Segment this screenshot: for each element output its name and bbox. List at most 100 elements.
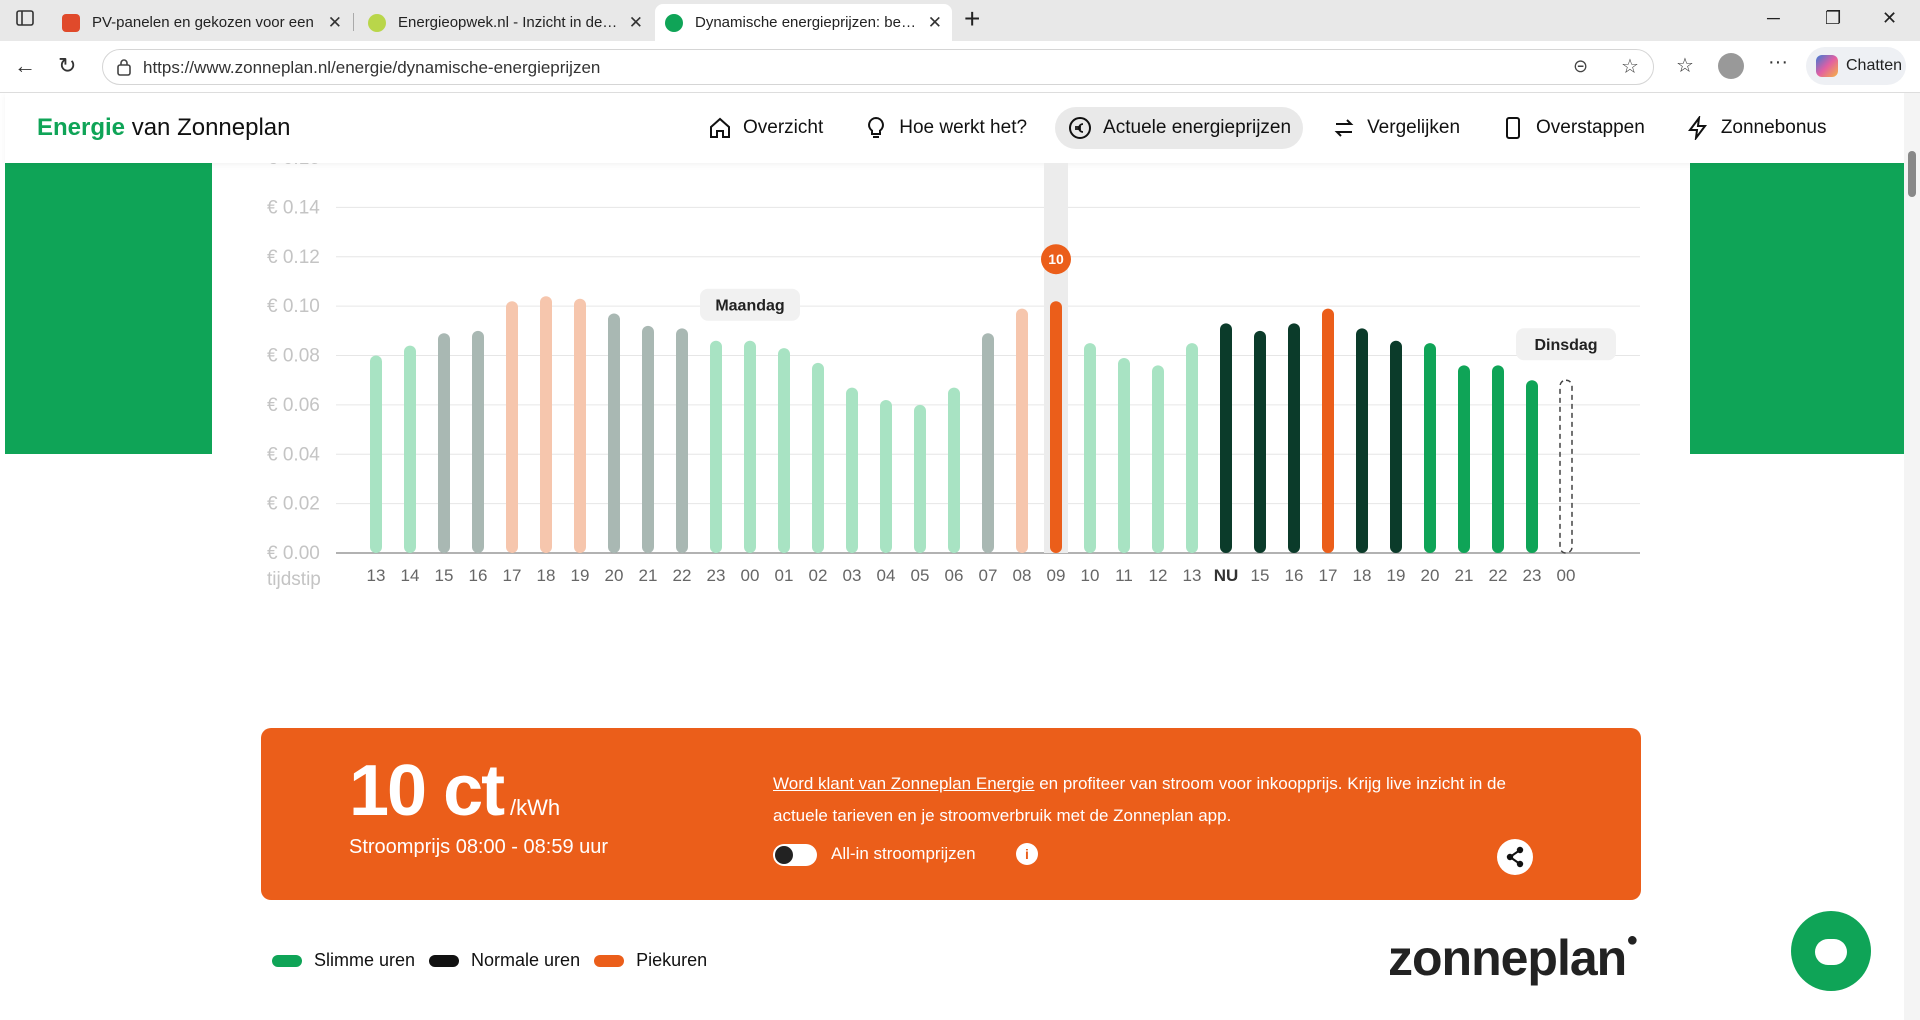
chart-bar[interactable] (1050, 301, 1062, 553)
favorite-star-icon[interactable]: ☆ (1621, 56, 1639, 78)
x-tick-label: 10 (1081, 566, 1100, 585)
chart-bar[interactable] (574, 298, 586, 553)
x-tick-label: 05 (911, 566, 930, 585)
back-icon[interactable]: ← (14, 53, 36, 78)
minimize-icon[interactable]: ─ (1767, 8, 1780, 28)
chart-bar[interactable] (812, 362, 824, 553)
x-tick-label: 15 (1251, 566, 1270, 585)
tab-pv-panelen[interactable]: PV-panelen en gekozen voor een ✕ (52, 4, 352, 41)
toggle-knob (775, 846, 793, 864)
chart-bar[interactable] (982, 333, 994, 553)
chart-bar[interactable] (710, 340, 722, 553)
chart-bar[interactable] (1322, 308, 1334, 553)
close-tab-icon[interactable]: ✕ (628, 12, 643, 32)
close-tab-icon[interactable]: ✕ (927, 12, 942, 32)
chart-bar[interactable] (540, 296, 552, 553)
chart-bar[interactable] (676, 328, 688, 553)
chart-bar[interactable] (1458, 365, 1470, 553)
euro-icon (1067, 115, 1093, 141)
reload-icon[interactable]: ↻ (58, 53, 77, 78)
lightbulb-icon (863, 115, 889, 141)
x-tick-label: 23 (707, 566, 726, 585)
chart-bar[interactable] (472, 330, 484, 553)
x-tick-label: 20 (1421, 566, 1440, 585)
favorites-icon[interactable]: ☆ (1676, 55, 1694, 77)
chart-bar[interactable] (506, 301, 518, 553)
day-label: Maandag (715, 298, 784, 315)
x-tick-label: 14 (401, 566, 420, 585)
chart-bar[interactable] (1220, 323, 1232, 553)
chart-bar[interactable] (1288, 323, 1300, 553)
home-icon (707, 115, 733, 141)
chart-bar[interactable] (1526, 380, 1538, 553)
chart-bar[interactable] (370, 355, 382, 554)
chart-bar[interactable] (744, 340, 756, 553)
y-tick-label: € 0.16 (267, 163, 320, 169)
chart-bar[interactable] (1016, 308, 1028, 553)
x-tick-label: 16 (1285, 566, 1304, 585)
tab-energieopwek[interactable]: Energieopwek.nl - Inzicht in de ac ✕ (358, 4, 653, 41)
brand-logo[interactable]: Energie van Zonneplan (37, 114, 291, 141)
nav-hoe-werkt-het[interactable]: Hoe werkt het? (851, 107, 1039, 149)
chart-bar-future[interactable] (1559, 379, 1573, 554)
share-button[interactable] (1497, 839, 1533, 875)
bolt-icon (1685, 115, 1711, 141)
nav-zonnebonus[interactable]: Zonnebonus (1673, 107, 1839, 149)
nav-actuele-energieprijzen[interactable]: Actuele energieprijzen (1055, 107, 1304, 149)
scrollbar-thumb[interactable] (1908, 151, 1916, 197)
chart-bar[interactable] (948, 387, 960, 553)
window-close-icon[interactable]: ✕ (1882, 8, 1898, 28)
tab-dynamische-energieprijzen[interactable]: Dynamische energieprijzen: bewe ✕ (655, 4, 952, 41)
legend-swatch (272, 954, 302, 967)
chart-bar[interactable] (1492, 365, 1504, 553)
chart-bar[interactable] (778, 348, 790, 553)
chart-bar[interactable] (404, 345, 416, 553)
nav-overzicht[interactable]: Overzicht (695, 107, 835, 149)
close-tab-icon[interactable]: ✕ (327, 12, 342, 32)
new-tab-button[interactable]: + (964, 3, 981, 34)
profile-avatar[interactable] (1718, 53, 1744, 79)
x-tick-label: 22 (1489, 566, 1508, 585)
main-nav: Overzicht Hoe werkt het? Actuele energie… (695, 107, 1854, 149)
chart-bar[interactable] (642, 325, 654, 553)
page-scrollbar[interactable] (1904, 93, 1920, 1020)
tab-title: Dynamische energieprijzen: bewe (695, 14, 918, 31)
become-customer-link[interactable]: Word klant van Zonneplan Energie (773, 774, 1035, 793)
x-tick-label: 06 (945, 566, 964, 585)
settings-more-icon[interactable]: ··· (1768, 51, 1788, 73)
promo-text: Word klant van Zonneplan Energie en prof… (773, 774, 1506, 825)
chart-bar[interactable] (1084, 343, 1096, 553)
nav-overstappen[interactable]: Overstappen (1488, 107, 1657, 149)
address-bar[interactable]: https://www.zonneplan.nl/energie/dynamis… (102, 49, 1654, 85)
chart-bar[interactable] (1118, 357, 1130, 553)
x-tick-label: 21 (1455, 566, 1474, 585)
chart-bar[interactable] (438, 333, 450, 553)
chart-bar[interactable] (880, 399, 892, 553)
more-page-icon[interactable]: ⊝ (1573, 56, 1589, 76)
chat-widget-button[interactable] (1791, 911, 1871, 991)
energy-price-chart: € 0.00 € 0.02 € 0.04 € 0.06 € 0.08 € 0.10 € 0.… (267, 163, 1640, 590)
y-tick-label: € 0.14 (267, 197, 320, 218)
chart-bar[interactable] (1356, 328, 1368, 553)
x-tick-label: 18 (1353, 566, 1372, 585)
x-tick-label: 15 (435, 566, 454, 585)
info-icon[interactable]: i (1016, 843, 1038, 865)
web-page: Energie van Zonneplan Overzicht Hoe werk… (0, 93, 1904, 1020)
chart-bar[interactable] (846, 387, 858, 553)
chart-bar[interactable] (1152, 365, 1164, 553)
chart-bar[interactable] (914, 404, 926, 553)
all-in-prices-toggle[interactable] (773, 844, 817, 866)
chart-bar[interactable] (1254, 330, 1266, 553)
tab-favicon-icon (665, 13, 683, 32)
chart-bar[interactable] (608, 313, 620, 553)
x-tick-label: 08 (1013, 566, 1032, 585)
chart-bar[interactable] (1390, 340, 1402, 553)
nav-vergelijken[interactable]: Vergelijken (1319, 107, 1472, 149)
x-tick-label: 17 (503, 566, 522, 585)
copilot-chat-button[interactable]: Chatten (1806, 47, 1906, 85)
restore-icon[interactable]: ❐ (1825, 8, 1842, 28)
x-tick-label: 18 (537, 566, 556, 585)
chart-bar[interactable] (1186, 343, 1198, 553)
chart-bar[interactable] (1424, 343, 1436, 553)
tab-actions-icon[interactable] (16, 9, 34, 32)
